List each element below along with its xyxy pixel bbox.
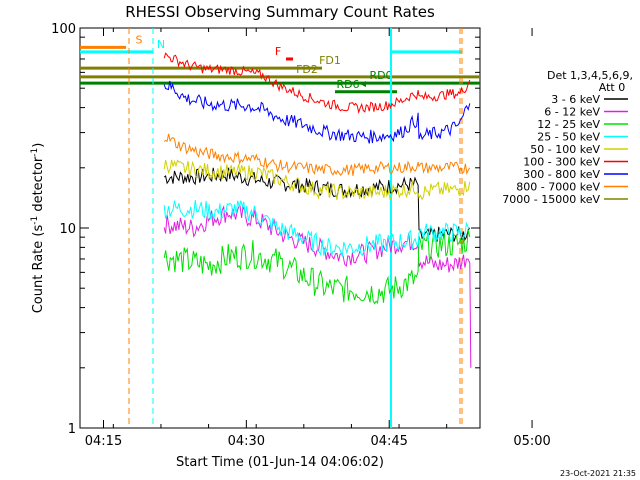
series-line-6 [163,80,471,144]
series-line-5 [163,52,471,115]
legend-entry: 50 - 100 keV [530,143,600,156]
flag-label-f: F [275,45,281,58]
axis-ticks: 04:1504:3004:4505:0005:1505:3005:4511010… [51,22,551,449]
legend-entry: 6 - 12 keV [544,106,600,119]
x-tick-label: 04:15 [85,434,122,449]
legend-entry: 100 - 300 keV [523,156,600,169]
flag-label-rd6: RD6 [336,78,359,91]
series-line-2 [163,229,471,305]
legend-entry: 800 - 7000 keV [516,181,600,194]
event-markers [128,28,463,428]
x-tick-label: 04:45 [370,434,407,449]
x-tick-label: 04:30 [228,434,265,449]
legend-entry: 7000 - 15000 keV [502,193,600,206]
series-lines [163,52,472,368]
series-line-7 [163,133,471,177]
series-line-0 [163,167,471,242]
legend-header: Att 0 [599,81,625,94]
flag-label-fd2: FD2 [296,63,318,76]
flag-label-s: S [136,33,143,46]
legend-entry: 300 - 800 keV [523,168,600,181]
series-line-1 [163,205,472,368]
y-tick-label: 1 [68,422,76,437]
x-tick-label: 05:00 [513,434,550,449]
legend-entry: 12 - 25 keV [537,118,600,131]
flag-label-fd1: FD1 [319,54,341,67]
legend-entry: 3 - 6 keV [551,93,600,106]
rd0-arrow [360,81,366,87]
timestamp: 23-Oct-2021 21:35 [560,469,636,478]
legend-entry: 25 - 50 keV [537,131,600,144]
y-tick-label: 10 [59,222,76,237]
x-axis-label: Start Time (01-Jun-14 04:06:02) [176,455,384,470]
series-line-3 [163,199,471,257]
y-axis-label: Count Rate (s-1 detector-1) [30,143,46,314]
flag-label-rd0: RD0 [369,69,392,82]
flag-label-n: N [157,38,165,51]
chart-title: RHESSI Observing Summary Count Rates [125,3,435,21]
legend-header: Det 1,3,4,5,6,9, [547,69,633,82]
y-tick-label: 100 [51,22,76,37]
series-line-4 [163,159,471,201]
